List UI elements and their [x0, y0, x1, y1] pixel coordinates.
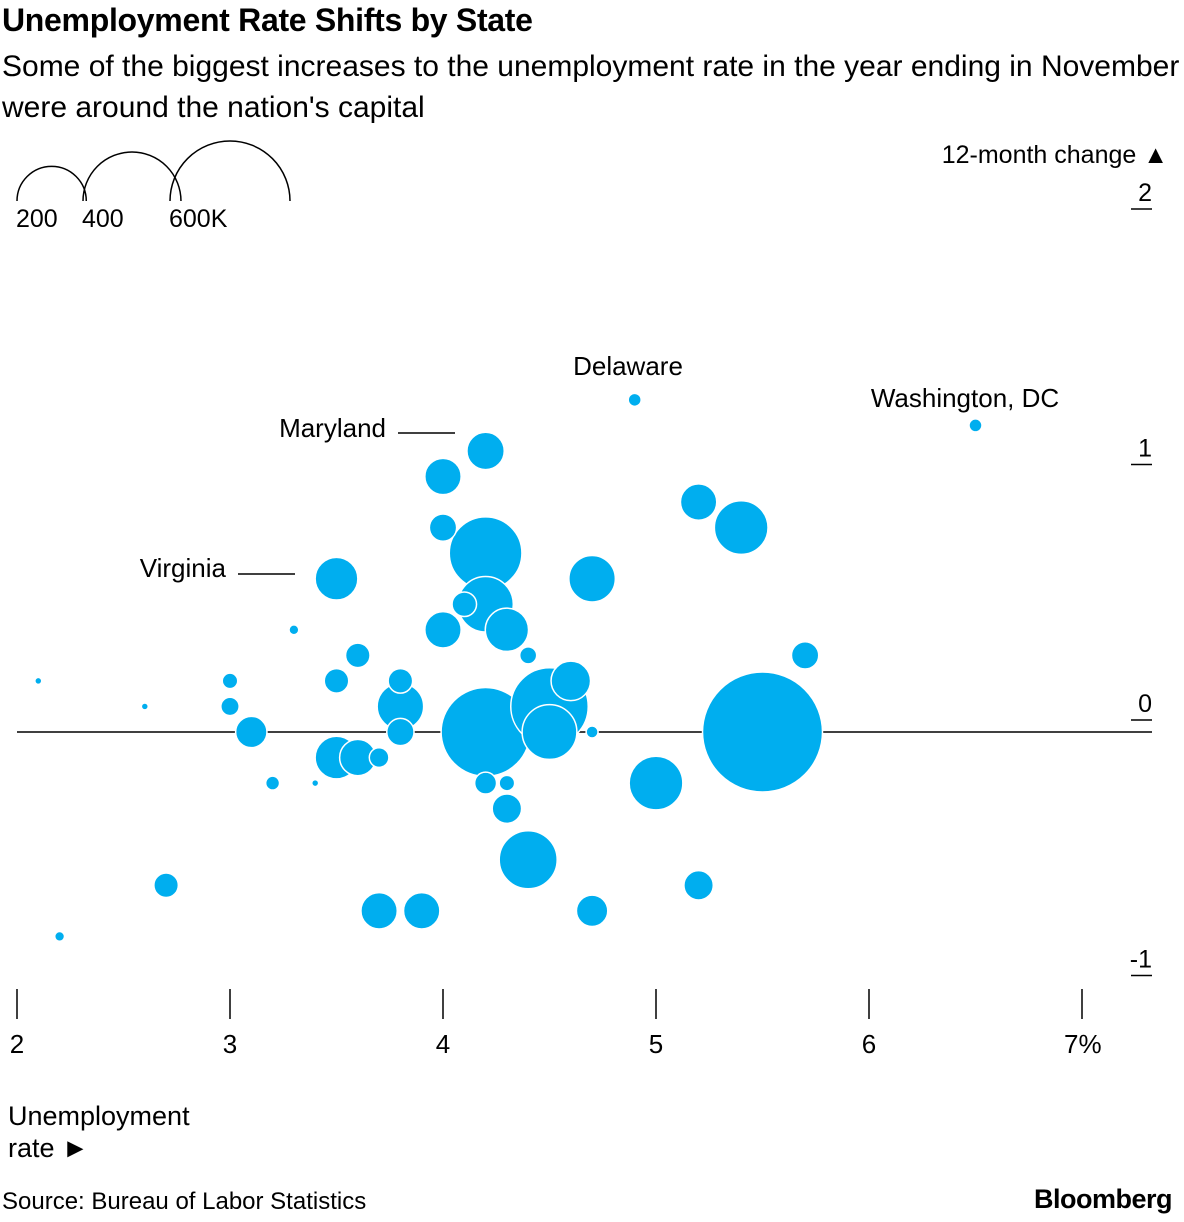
chart-title: Unemployment Rate Shifts by State [2, 2, 533, 38]
annotation-virginia: Virginia [140, 553, 227, 583]
bubble[interactable]: 2.2%, -0.8 [53, 930, 66, 943]
bubble[interactable]: 3.8%, 0 [386, 717, 415, 747]
size-legend: 200 400 600K [16, 140, 291, 233]
x-tick-label: 5 [649, 1029, 663, 1059]
bubble[interactable]: 5.2%, +0.9 [679, 483, 718, 521]
size-legend-arc [169, 140, 291, 202]
chart-svg: 200 400 600K 12-month change ▲ -1 0 1 2 2 3 4 5 6 7… [10, 140, 1168, 1059]
size-legend-arc [82, 151, 182, 202]
bubble[interactable]: 4.7%, -0.7 [575, 894, 609, 928]
bubble[interactable]: 3.7%, -0.7 [360, 891, 399, 930]
bubble[interactable]: 4.1%, +0.5 [451, 591, 478, 618]
bubble[interactable]: 5.2%, -0.6 [683, 869, 715, 901]
bloomberg-logo: Bloomberg [1033, 1184, 1173, 1214]
bubbles: 5.5%, 04.2%, 04.5%, +0.14.2%, +0.74.4%, … [34, 392, 983, 943]
bubble[interactable]: 3%, +0.1 [220, 696, 240, 717]
annotation-washington-dc: Washington, DC [871, 383, 1059, 413]
bubble[interactable]: 4.2%, -0.2 [473, 771, 498, 795]
bubble[interactable]: 3.8%, +0.2 [387, 667, 414, 694]
bubble[interactable]: 5.4%, +0.8 [713, 500, 769, 556]
bubble[interactable]: 5.7%, +0.3 [790, 640, 820, 670]
annotations: Delaware Washington, DC Maryland Virginia [140, 351, 1059, 583]
x-tick-label: 3 [223, 1029, 237, 1059]
chart-subtitle: Some of the biggest increases to the une… [2, 50, 1180, 124]
bubble[interactable]: 3.4%, -0.2 [310, 778, 320, 788]
x-tick-label: 7% [1064, 1029, 1102, 1059]
bubble[interactable]: 5.5%, 0 [701, 671, 824, 793]
bubble[interactable]: 2.1%, +0.2 [34, 676, 43, 686]
y-tick-label: 0 [1138, 690, 1152, 718]
bubble[interactable]: 3.7%, -0.1 [368, 747, 390, 769]
size-legend-label: 600K [169, 205, 228, 233]
size-legend-arc [16, 165, 88, 202]
x-tick-label: 4 [436, 1029, 450, 1059]
bubble[interactable]: 3.6%, +0.3 [344, 642, 371, 669]
y-axis: 12-month change ▲ -1 0 1 2 [942, 141, 1168, 977]
bubble[interactable]: 4.4%, -0.5 [498, 830, 558, 890]
x-axis-label-line2: rate ► [8, 1133, 89, 1163]
x-tick-label: 2 [10, 1029, 24, 1059]
bubble[interactable]: 2.7%, -0.6 [153, 872, 180, 899]
bubble[interactable]: 4.3%, -0.2 [498, 774, 516, 792]
bubble[interactable]: 4%, +1 [424, 457, 462, 496]
bubble[interactable]: 3.1%, 0 [234, 715, 268, 749]
y-tick-label: -1 [1130, 946, 1152, 974]
bubble[interactable]: 4.5%, 0 [521, 703, 578, 761]
bubble-virginia[interactable]: Virginia: 3.5%, +0.6 [314, 556, 359, 601]
size-legend-label: 200 [16, 205, 58, 233]
bubble[interactable]: 4.3%, +0.4 [484, 607, 530, 653]
bubble[interactable]: 2.6%, +0.1 [140, 702, 150, 711]
source-note: Source: Bureau of Labor Statistics [2, 1188, 367, 1215]
y-tick-label: 2 [1138, 179, 1152, 207]
bubble[interactable]: 4%, +0.4 [424, 610, 462, 649]
bubble[interactable]: 5%, -0.2 [628, 755, 684, 811]
size-legend-label: 400 [82, 205, 124, 233]
bubble-delaware[interactable]: Delaware: 4.9%, +1.3 [627, 392, 642, 408]
annotation-delaware: Delaware [573, 351, 683, 381]
bubble-washington-dc[interactable]: Washington, DC: 6.5%, +1.2 [968, 418, 983, 433]
bubble[interactable]: 4.7%, +0.6 [568, 554, 617, 603]
y-tick-label: 1 [1138, 435, 1152, 463]
x-axis-label-line1: Unemployment [8, 1101, 190, 1131]
bubble[interactable]: 4%, +0.8 [428, 513, 458, 542]
bubble[interactable]: 3.3%, +0.4 [288, 624, 300, 636]
bubble[interactable]: 3.5%, +0.2 [323, 667, 350, 694]
x-axis: 2 3 4 5 6 7% [10, 989, 1102, 1059]
bubble-maryland[interactable]: Maryland: 4.2%, +1.1 [466, 431, 506, 471]
y-axis-title: 12-month change ▲ [942, 141, 1168, 169]
annotation-maryland: Maryland [279, 413, 386, 443]
bubble[interactable]: 3.9%, -0.7 [402, 891, 441, 930]
x-axis-label: Unemployment rate ► [8, 1100, 190, 1164]
bubble[interactable]: 3%, +0.2 [221, 672, 239, 690]
x-tick-label: 6 [862, 1029, 876, 1059]
bubble[interactable]: 4.3%, -0.3 [491, 793, 523, 825]
bubble[interactable]: 4.7%, 0 [585, 725, 599, 739]
bubble[interactable]: 3.2%, -0.2 [264, 775, 281, 791]
bubble[interactable]: 4.4%, +0.3 [518, 646, 538, 665]
bubble[interactable]: 4.6%, +0.2 [550, 660, 592, 702]
